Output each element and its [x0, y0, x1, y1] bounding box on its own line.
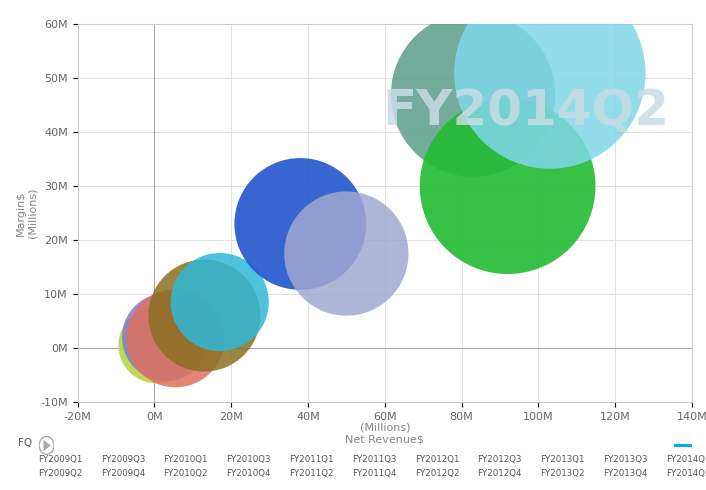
Text: FY2009Q3: FY2009Q3: [101, 455, 145, 464]
Text: FY2011Q2: FY2011Q2: [289, 469, 334, 478]
Point: [502, 182, 513, 190]
Text: FY2013Q3: FY2013Q3: [603, 455, 648, 464]
Point: [198, 312, 210, 319]
Text: FY2009Q4: FY2009Q4: [101, 469, 145, 478]
Point: [294, 220, 306, 228]
Y-axis label: Margin$
(Millions): Margin$ (Millions): [16, 188, 37, 239]
Text: FY2010Q4: FY2010Q4: [226, 469, 271, 478]
Text: FY2014Q1: FY2014Q1: [666, 455, 706, 464]
Point: [341, 249, 352, 258]
Text: FY2011Q3: FY2011Q3: [352, 455, 397, 464]
Bar: [674, 441, 692, 450]
Text: FY2012Q1: FY2012Q1: [414, 455, 460, 464]
Text: FY2013Q1: FY2013Q1: [540, 455, 585, 464]
Text: FY2011Q1: FY2011Q1: [289, 455, 334, 464]
Text: FY2011Q4: FY2011Q4: [352, 469, 397, 478]
Text: FY2010Q3: FY2010Q3: [226, 455, 271, 464]
Text: FY2013Q2: FY2013Q2: [540, 469, 585, 478]
Text: FY2010Q2: FY2010Q2: [163, 469, 208, 478]
Text: FY2014Q2: FY2014Q2: [666, 469, 706, 478]
Point: [544, 69, 556, 77]
Polygon shape: [44, 440, 51, 451]
Point: [467, 91, 479, 98]
Point: [170, 334, 181, 342]
Text: FY2013Q4: FY2013Q4: [603, 469, 648, 478]
Point: [150, 341, 162, 349]
X-axis label: (Millions)
Net Revenue$: (Millions) Net Revenue$: [345, 423, 424, 444]
Point: [160, 333, 172, 341]
Point: [214, 298, 225, 306]
Text: FY2012Q3: FY2012Q3: [477, 455, 522, 464]
Text: FY2012Q4: FY2012Q4: [477, 469, 522, 478]
Text: FQ: FQ: [18, 439, 32, 448]
Text: FY2010Q1: FY2010Q1: [163, 455, 208, 464]
Text: FY2014Q2: FY2014Q2: [383, 87, 669, 135]
Text: FY2009Q2: FY2009Q2: [38, 469, 82, 478]
Text: FY2012Q2: FY2012Q2: [414, 469, 460, 478]
Text: FY2009Q1: FY2009Q1: [38, 455, 82, 464]
